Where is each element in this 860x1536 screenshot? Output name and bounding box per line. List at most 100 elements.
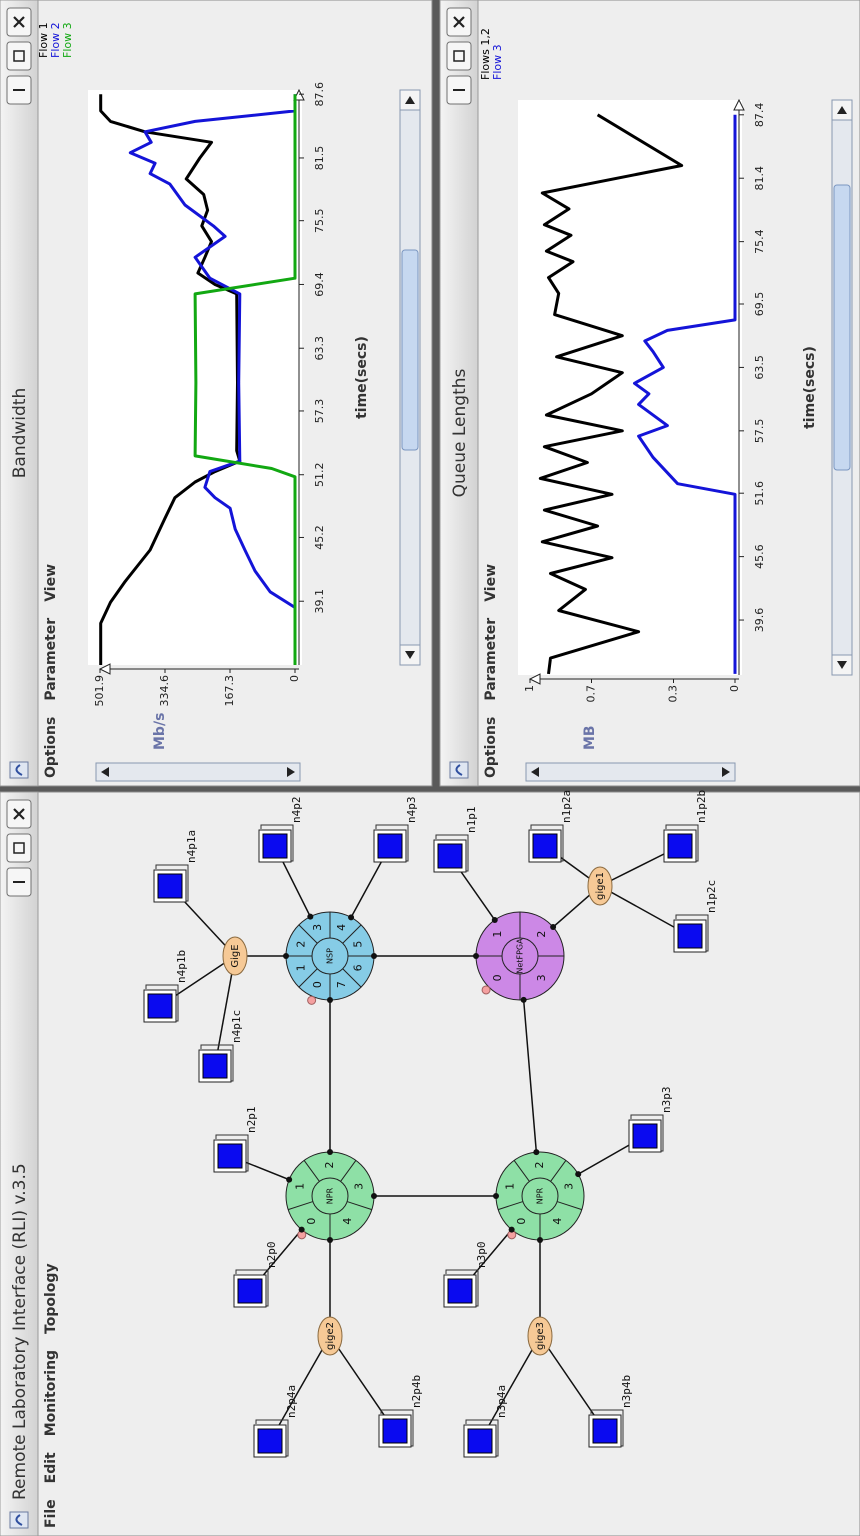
- minimize-button[interactable]: [446, 75, 472, 105]
- x-tick-label: 69.5: [753, 292, 766, 317]
- port-dot: [286, 1176, 293, 1183]
- switch[interactable]: [317, 1316, 343, 1356]
- link: [269, 1335, 331, 1442]
- y-tick-label: 1: [523, 685, 536, 692]
- legend-entry: Flows 1,2: [479, 28, 492, 80]
- port-divider: [346, 1201, 373, 1211]
- host-frame: [675, 914, 709, 952]
- menu-item[interactable]: View: [483, 564, 499, 602]
- close-button[interactable]: [446, 7, 472, 37]
- port-number: 3: [311, 924, 324, 931]
- port-number: 0: [491, 974, 504, 981]
- port-dot: [508, 1226, 515, 1233]
- minimize-button[interactable]: [6, 867, 32, 897]
- maximize-button[interactable]: [446, 41, 472, 71]
- chart: 0 0.3 0.7 1 39.6 45.6 51.6 57.5 63.5 69.5 75.4 81.4…: [479, 28, 853, 782]
- switch[interactable]: [587, 866, 613, 906]
- menu-item[interactable]: File: [43, 1499, 59, 1528]
- scroll-up-glyph: [531, 767, 539, 777]
- switch[interactable]: [527, 1316, 553, 1356]
- v-scrollbar[interactable]: [95, 762, 301, 782]
- maximize-button[interactable]: [6, 833, 32, 863]
- menu-item[interactable]: Edit: [43, 1452, 59, 1483]
- menu-item[interactable]: Topology: [43, 1263, 59, 1334]
- y-axis-title: Mb/s: [152, 713, 168, 750]
- menu-item[interactable]: Parameter: [483, 618, 499, 701]
- host-screen: [377, 833, 403, 859]
- maximize-button-frame[interactable]: [446, 41, 472, 71]
- port-number: 5: [352, 941, 365, 948]
- host-frame: [375, 824, 409, 862]
- port-divider: [298, 924, 318, 944]
- scroll-thumb[interactable]: [833, 184, 851, 471]
- port-divider: [298, 968, 318, 988]
- maximize-glyph: [453, 50, 465, 62]
- host-label: n3p4b: [620, 1375, 633, 1408]
- topology: 0 1 2 3 4 NPR 0 1 2 3 4 NPR 0 1 2 3 4 5 6 7 NSP 0 1 2 3 NetFPGA gi…: [143, 790, 718, 1458]
- maximize-glyph: [13, 50, 25, 62]
- port-number: 6: [352, 964, 365, 971]
- legend-entry: Flow 2: [49, 22, 62, 58]
- host-screen: [262, 833, 288, 859]
- maximize-button[interactable]: [6, 41, 32, 71]
- router[interactable]: 0 1 2 3 4 5 6 7 NSP: [283, 911, 377, 1005]
- port-dot: [537, 1237, 543, 1243]
- x-tick-label: 87.4: [753, 103, 766, 128]
- menu-item[interactable]: View: [43, 564, 59, 602]
- window-icon: [449, 761, 469, 779]
- host-frame: [465, 1419, 499, 1457]
- x-tick-label: 81.4: [753, 166, 766, 191]
- port-divider: [550, 1160, 567, 1182]
- host-frame: [200, 1044, 234, 1082]
- close-button[interactable]: [6, 7, 32, 37]
- host-screen: [532, 833, 558, 859]
- maximize-button-frame[interactable]: [6, 41, 32, 71]
- scroll-thumb[interactable]: [401, 249, 419, 451]
- host-screen: [382, 1418, 408, 1444]
- title-bar: [0, 791, 39, 1536]
- host-label: n1p2c: [705, 880, 718, 913]
- port-number: 3: [562, 1183, 575, 1190]
- port-divider: [342, 968, 362, 988]
- host-screen: [257, 1428, 283, 1454]
- port-number: 2: [533, 1162, 546, 1169]
- y-tick-label: 0.7: [585, 685, 598, 703]
- host-label: n1p2a: [560, 790, 573, 823]
- menu-item[interactable]: Options: [483, 717, 499, 778]
- port-number: 0: [515, 1218, 528, 1225]
- close-button[interactable]: [6, 799, 32, 829]
- switch[interactable]: [222, 936, 248, 976]
- scroll-up-glyph: [101, 767, 109, 777]
- window-icon-glyph: [15, 1514, 23, 1526]
- minimize-button[interactable]: [6, 75, 32, 105]
- port-dot: [283, 953, 289, 959]
- host-screen: [157, 873, 183, 899]
- x-axis-arrow: [733, 98, 745, 111]
- host-frame: [235, 1269, 269, 1307]
- x-tick-label: 75.5: [313, 208, 326, 233]
- router[interactable]: 0 1 2 3 4 NPR: [493, 1149, 585, 1243]
- port-dot: [327, 997, 333, 1003]
- host-frame: [155, 864, 189, 902]
- x-tick-label: 57.5: [753, 419, 766, 444]
- host-frame: [445, 1269, 479, 1307]
- menu-item[interactable]: Parameter: [43, 618, 59, 701]
- menu-item[interactable]: Options: [43, 717, 59, 778]
- router-label: NSP: [326, 948, 335, 964]
- host-frame: [530, 824, 564, 862]
- router[interactable]: 0 1 2 3 4 NPR: [285, 1149, 377, 1243]
- window-icon-glyph: [15, 764, 23, 776]
- router[interactable]: 0 1 2 3 NetFPGA: [473, 911, 565, 1003]
- x-tick-label: 51.2: [313, 462, 326, 487]
- series-line: [99, 94, 242, 665]
- v-scrollbar[interactable]: [525, 762, 736, 782]
- scroll-down-glyph: [722, 767, 730, 777]
- maximize-button-frame[interactable]: [6, 833, 32, 863]
- title-bar: [439, 0, 479, 787]
- menu-item[interactable]: Monitoring: [43, 1350, 59, 1436]
- topology-canvas: [62, 793, 859, 1535]
- port-dot: [491, 916, 498, 923]
- x-tick-label: 81.5: [313, 146, 326, 171]
- host-label: n4p1b: [175, 950, 188, 983]
- x-tick-label: 45.6: [753, 544, 766, 569]
